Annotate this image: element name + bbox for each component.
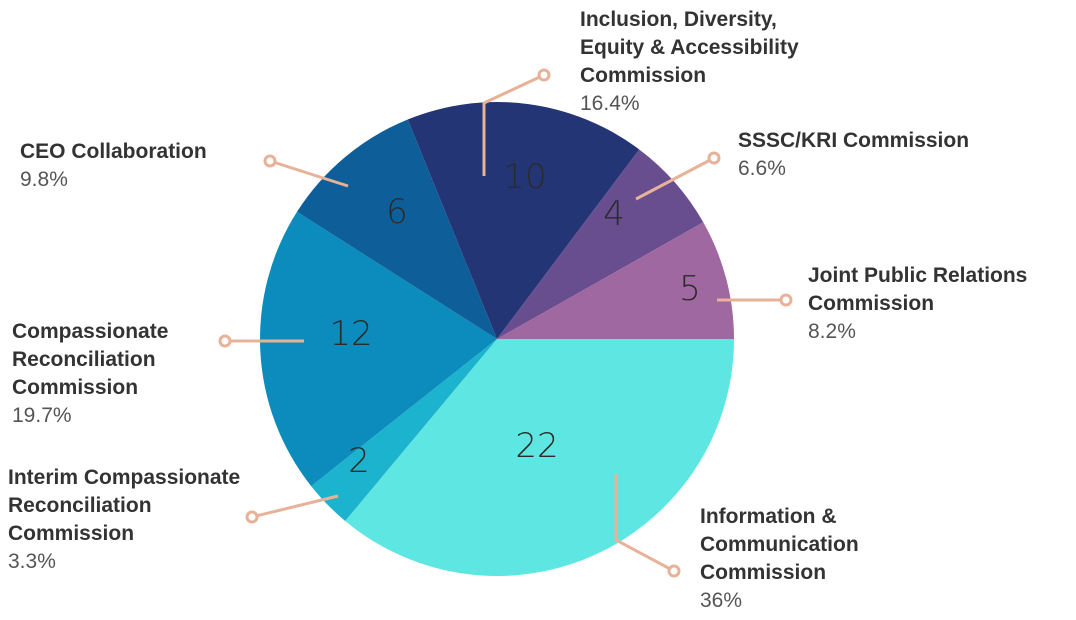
slice-value-label: 6	[386, 192, 408, 232]
pie-slice	[311, 339, 497, 521]
slice-percent-label: 19.7%	[12, 404, 72, 427]
leader-line-end-marker	[245, 510, 259, 524]
slice-category-label: Joint Public Relations Commission 8.2%	[808, 264, 1027, 343]
slice-percent-label: 9.8%	[20, 168, 68, 191]
leader-line-end-marker	[218, 334, 232, 348]
slice-category-label: Inclusion, Diversity, Equity & Accessibil…	[580, 8, 799, 115]
slice-value-label: 22	[515, 426, 558, 466]
slice-value-label: 12	[329, 314, 372, 354]
pie-slice	[297, 119, 497, 340]
leader-line-end-marker	[707, 151, 721, 165]
slice-value-label: 2	[348, 441, 370, 481]
leader-line-end-marker	[263, 154, 277, 168]
slice-percent-label: 16.4%	[580, 92, 640, 115]
slice-labels: Information & Communication Commission 36% I…	[8, 8, 1027, 612]
slice-percent-label: 36%	[700, 589, 742, 612]
slice-percent-label: 6.6%	[738, 157, 786, 180]
slice-category-label: SSSC/KRI Commission 6.6%	[738, 129, 969, 180]
leader-line	[482, 73, 545, 176]
leader-line-end-marker	[667, 564, 681, 578]
leader-line	[614, 474, 675, 573]
leader-lines	[218, 68, 793, 578]
slice-value-label: 10	[503, 157, 546, 197]
leader-line	[269, 159, 349, 188]
slice-value-label: 4	[603, 194, 625, 234]
leader-line	[251, 494, 339, 519]
pie-slice	[407, 102, 640, 339]
pie-slices	[260, 102, 734, 577]
pie-slice	[260, 211, 497, 487]
pie-slice	[497, 222, 734, 339]
slice-category-label: Compassionate Reconciliation Commission 19.…	[12, 320, 168, 427]
slice-percent-label: 3.3%	[8, 550, 56, 573]
leader-line	[635, 156, 715, 201]
pie-slice	[345, 339, 734, 577]
slice-category-label: CEO Collaboration 9.8%	[20, 140, 207, 191]
leader-line-end-marker	[537, 68, 551, 82]
slice-category-label: Interim Compassionate Reconciliation Commi…	[8, 466, 240, 573]
pie-slice	[497, 149, 704, 339]
leader-line-end-marker	[779, 293, 793, 307]
slice-value-label: 5	[679, 269, 701, 309]
slice-category-label: Information & Communication Commission 36%	[700, 505, 859, 612]
slice-percent-label: 8.2%	[808, 320, 856, 343]
